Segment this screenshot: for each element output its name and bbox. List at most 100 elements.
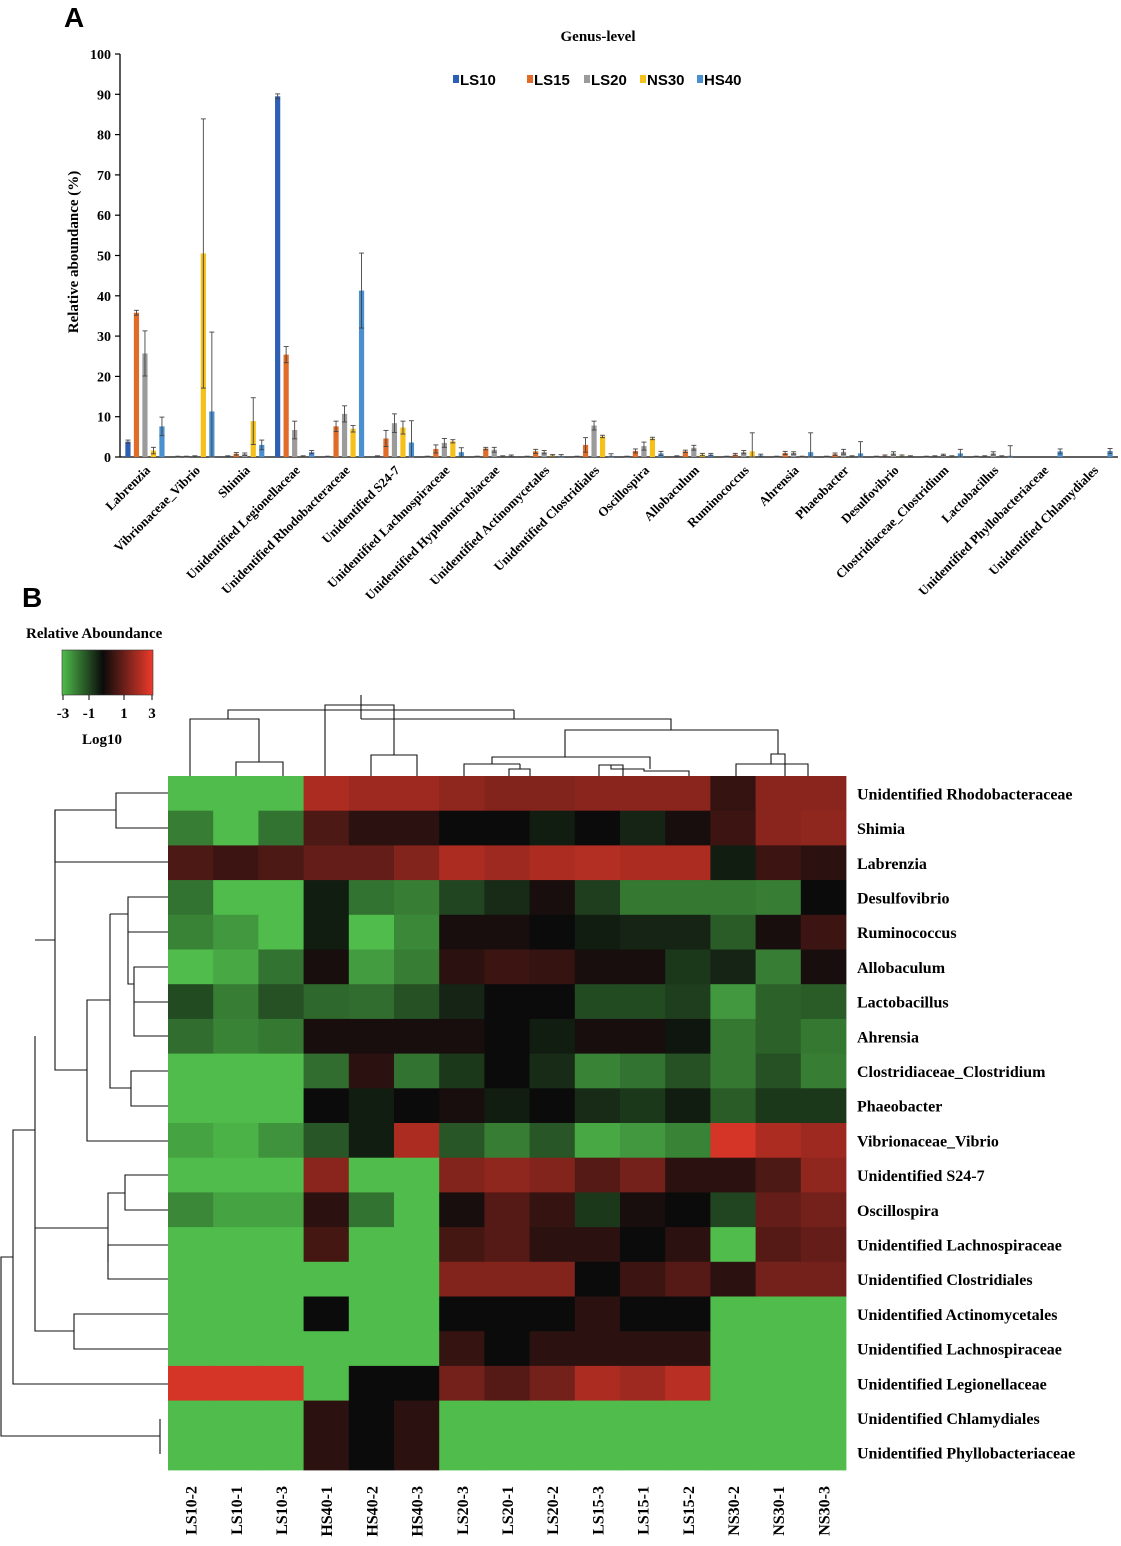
heatmap-cell (303, 1192, 350, 1228)
heatmap-cell (755, 845, 802, 881)
heatmap-cell (168, 1018, 214, 1054)
heatmap-cell (348, 1435, 395, 1471)
heatmap-cell (439, 949, 485, 985)
heatmap-cell (620, 1296, 666, 1332)
heatmap-cell (168, 1296, 214, 1332)
heatmap-cell (620, 1192, 666, 1228)
heatmap-cell (258, 810, 304, 846)
row-dendrogram-branch (107, 1192, 125, 1262)
heatmap-cell (213, 1192, 259, 1228)
bar-LS15 (533, 451, 539, 457)
heatmap-cell (529, 880, 576, 916)
heatmap-cell (168, 914, 214, 950)
column-dendrogram-branch (227, 709, 514, 719)
heatmap-cell (800, 810, 847, 846)
heatmap-cell (439, 1261, 485, 1297)
heatmap-cell (800, 1157, 847, 1193)
heatmap-scale-label: Log10 (82, 732, 122, 748)
heatmap-cell (394, 1123, 440, 1159)
heatmap-cell (484, 1018, 530, 1054)
heatmap-cell (394, 1157, 440, 1193)
heatmap-cell (394, 1192, 440, 1228)
bar-LS20 (341, 413, 348, 457)
heatmap-cell (620, 1157, 666, 1193)
heatmap-cell (348, 845, 395, 881)
y-tick-label: 50 (97, 250, 111, 265)
heatmap-cell (439, 1123, 485, 1159)
heatmap-cell (665, 1157, 711, 1193)
heatmap-cell (213, 984, 259, 1020)
heatmap-cell (620, 1400, 666, 1436)
y-tick-label: 30 (97, 330, 111, 345)
heatmap-cell (710, 949, 756, 985)
heatmap-cell (394, 1088, 440, 1124)
heatmap-cell (710, 845, 756, 881)
heatmap-cell (800, 1400, 847, 1436)
heatmap-cell (168, 1157, 214, 1193)
heatmap-cell (755, 914, 802, 950)
row-label: Ahrensia (857, 1029, 919, 1046)
heatmap-cell (394, 1296, 440, 1332)
heatmap-cell (800, 914, 847, 950)
heatmap-cell (439, 984, 485, 1020)
column-dendrogram-branch (491, 756, 651, 769)
heatmap-cell (620, 845, 666, 881)
bar-LS10 (275, 96, 281, 457)
heatmap-cell (574, 914, 621, 950)
heatmap-cell (213, 1296, 259, 1332)
heatmap-cell (213, 1123, 259, 1159)
heatmap-cell (303, 984, 350, 1020)
heatmap-plot: -3 -1 1 3 Unidentified Rhodobacteraceae Shimi… (0, 649, 1075, 1537)
heatmap-cell (710, 1365, 756, 1401)
row-dendrogram-branch (109, 914, 131, 1089)
column-dendrogram-branch (324, 704, 361, 776)
column-dendrogram-branch (463, 763, 520, 776)
row-label: Unidentified Lachnospiraceae (857, 1342, 1062, 1359)
heatmap-cell (258, 1088, 304, 1124)
bar-LS15 (383, 438, 389, 457)
bar-LS15 (483, 448, 489, 457)
heatmap-cell (574, 776, 621, 812)
column-label: LS15-3 (590, 1486, 607, 1535)
heatmap-cell (710, 1227, 756, 1263)
heatmap-cell (529, 914, 576, 950)
heatmap-cell (303, 949, 350, 985)
heatmap-cell (755, 1123, 802, 1159)
heatmap-cell (394, 1053, 440, 1089)
heatmap-cell (168, 984, 214, 1020)
heatmap-cell (529, 949, 576, 985)
heatmap-cell (303, 1331, 350, 1367)
heatmap-cell (574, 1227, 621, 1263)
row-dendrogram-branch (133, 966, 168, 1003)
heatmap-cell (213, 1018, 259, 1054)
heatmap-cell (394, 1365, 440, 1401)
heatmap-cell (213, 1227, 259, 1263)
heatmap-cell (755, 984, 802, 1020)
column-label: HS40-1 (319, 1486, 336, 1537)
bar-LS20 (541, 452, 547, 457)
row-label: Unidentified S24-7 (857, 1168, 985, 1185)
heatmap-cell (574, 1088, 621, 1124)
heatmap-cell (484, 1261, 530, 1297)
heatmap-cell (484, 1296, 530, 1332)
heatmap-cell (439, 1331, 485, 1367)
heatmap-cell (348, 1123, 395, 1159)
heatmap-cell (665, 1296, 711, 1332)
column-dendrogram-branch (610, 765, 690, 776)
heatmap-cell (258, 1331, 304, 1367)
heatmap-cell (348, 776, 395, 812)
heatmap-cell (620, 1123, 666, 1159)
heatmap-cell (755, 1157, 802, 1193)
chart-a-title: Genus-level (561, 29, 636, 45)
column-label: NS30-2 (726, 1486, 743, 1536)
heatmap-cell (394, 914, 440, 950)
heatmap-cell (529, 1088, 576, 1124)
heatmap-cell (529, 1435, 576, 1471)
row-dendrogram-branch (54, 810, 87, 1071)
heatmap-cell (484, 984, 530, 1020)
heatmap-cell (529, 1157, 576, 1193)
heatmap-cell (574, 1018, 621, 1054)
heatmap-cell (213, 845, 259, 881)
bar-LS15 (133, 312, 140, 457)
